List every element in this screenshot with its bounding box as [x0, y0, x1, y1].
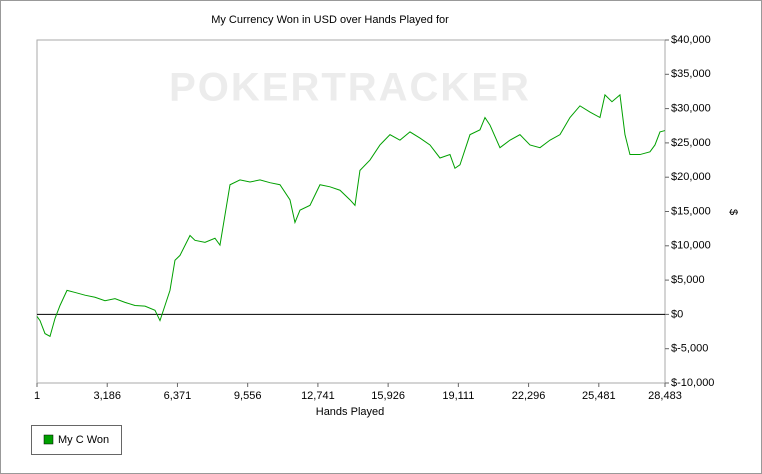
- y-tick-label: $-5,000: [671, 343, 708, 355]
- x-tick-label: 22,296: [512, 390, 546, 402]
- x-tick-label: 6,371: [164, 390, 192, 402]
- y-tick-label: $0: [671, 308, 683, 320]
- legend-label: My C Won: [58, 434, 109, 446]
- x-tick-label: 12,741: [301, 390, 335, 402]
- watermark: POKERTRACKER: [169, 66, 531, 110]
- y-tick-label: $10,000: [671, 240, 711, 252]
- chart-title: My Currency Won in USD over Hands Played…: [211, 14, 449, 26]
- x-tick-label: 28,483: [648, 390, 682, 402]
- y-tick-label: $-10,000: [671, 377, 714, 389]
- x-tick-label: 19,111: [442, 390, 474, 402]
- x-tick-label: 1: [34, 390, 40, 402]
- y-tick-label: $15,000: [671, 205, 711, 217]
- y-tick-label: $5,000: [671, 274, 705, 286]
- x-tick-label: 3,186: [93, 390, 121, 402]
- plot-area: [36, 39, 666, 384]
- x-tick-label: 9,556: [234, 390, 262, 402]
- series-line: [36, 93, 666, 338]
- y-tick-label: $25,000: [671, 137, 711, 149]
- x-axis-label: Hands Played: [316, 406, 385, 418]
- legend-swatch: [43, 434, 54, 445]
- y-axis-label: $: [727, 209, 739, 215]
- y-tick-label: $30,000: [671, 103, 711, 115]
- y-tick-label: $40,000: [671, 34, 711, 46]
- y-tick-label: $35,000: [671, 68, 711, 80]
- x-tick-label: 25,481: [582, 390, 616, 402]
- x-tick-label: 15,926: [371, 390, 405, 402]
- y-tick-label: $20,000: [671, 171, 711, 183]
